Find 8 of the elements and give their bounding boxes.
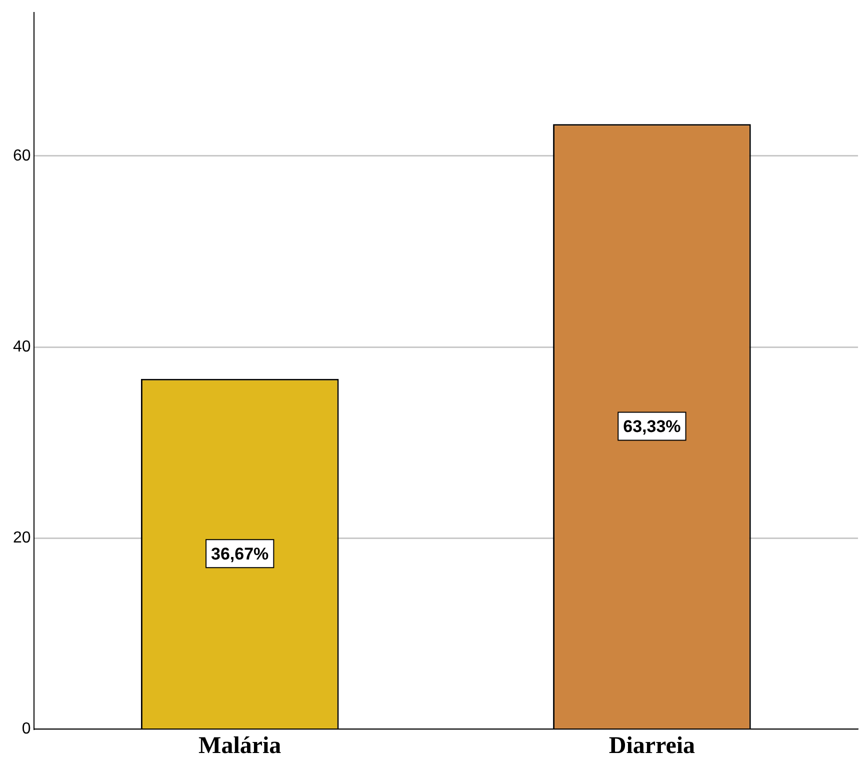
y-tick-label: 20 bbox=[13, 530, 31, 547]
y-tick-label: 0 bbox=[22, 720, 31, 738]
y-tick-label: 40 bbox=[13, 338, 31, 356]
y-tick-label: 60 bbox=[13, 147, 31, 164]
x-tick-label: Diarreia bbox=[608, 732, 696, 759]
x-tick-label: Malária bbox=[198, 732, 282, 759]
data-label: 63,33% bbox=[623, 416, 681, 436]
data-label: 36,67% bbox=[211, 544, 269, 564]
